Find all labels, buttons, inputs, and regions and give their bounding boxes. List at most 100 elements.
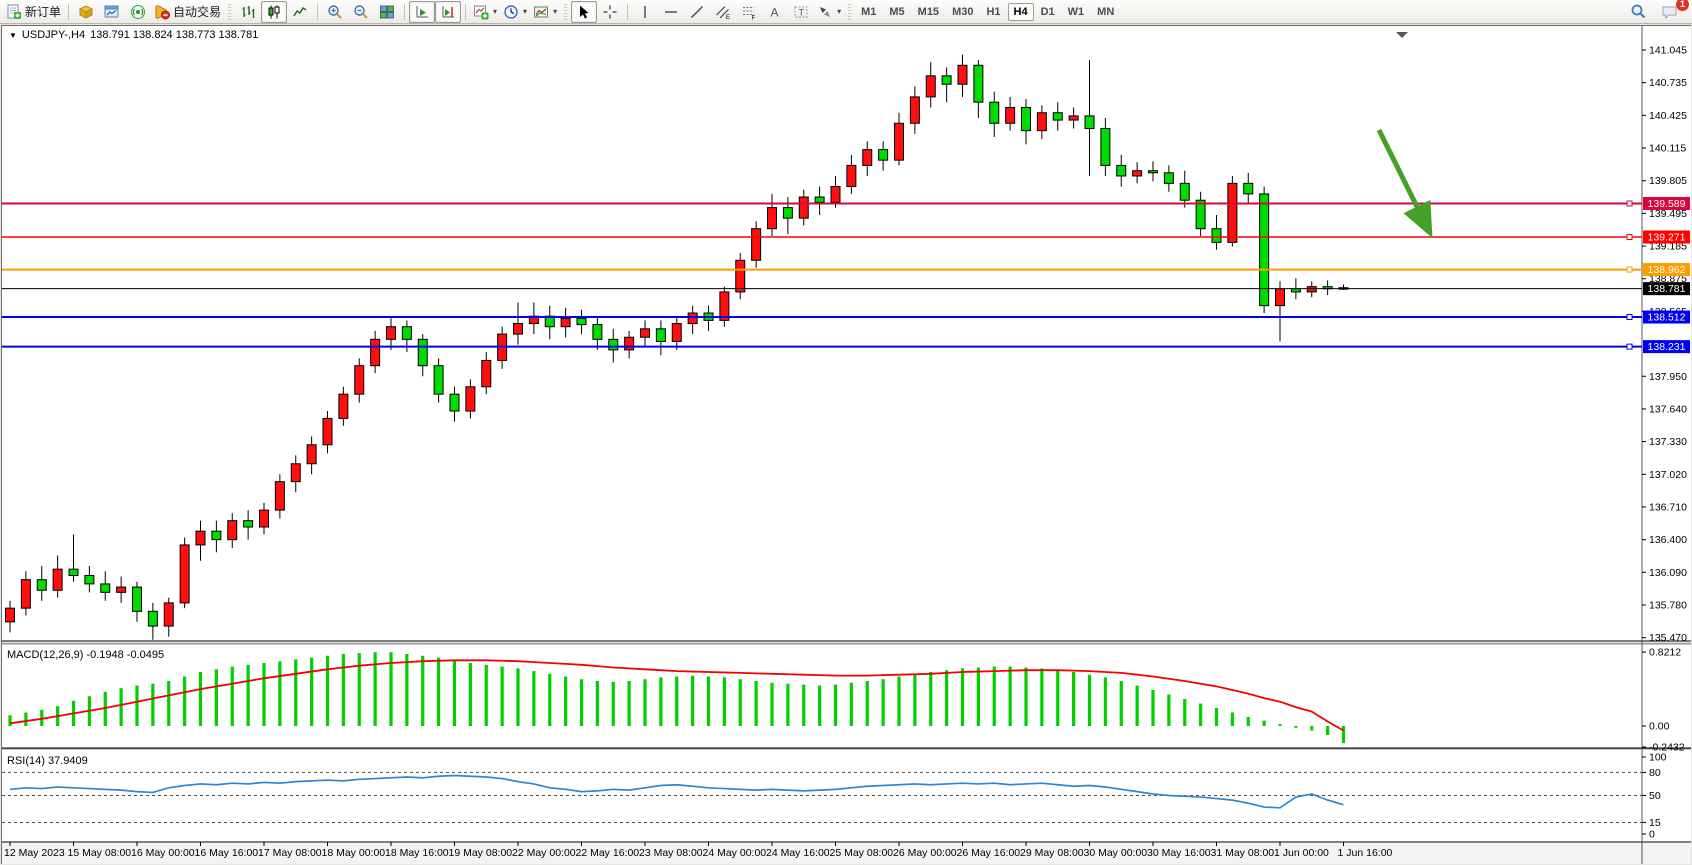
bar-chart-icon: [242, 5, 255, 18]
candle-body: [1132, 170, 1143, 177]
auto-scroll-button[interactable]: [409, 0, 436, 23]
arrows-button[interactable]: ▾: [814, 1, 844, 23]
line-handle[interactable]: [1626, 343, 1633, 350]
signals-button[interactable]: [125, 1, 151, 23]
notification-badge: 1: [1676, 0, 1689, 11]
trendline-button[interactable]: [684, 1, 710, 23]
auto-trading-button[interactable]: 自动交易: [151, 1, 224, 23]
candle-body: [751, 228, 762, 261]
candle-body: [100, 583, 111, 593]
candle-body: [909, 96, 920, 124]
rsi-axis-label: 80: [1649, 767, 1661, 779]
new-chart-button[interactable]: [99, 1, 125, 23]
new-order-button[interactable]: 新订单: [3, 1, 64, 23]
chart-background: [2, 26, 1691, 864]
candle-body: [894, 122, 904, 161]
periods-button[interactable]: ▾: [500, 1, 530, 23]
timeframe-button-M1[interactable]: M1: [861, 5, 877, 18]
tile-windows-icon: [380, 5, 395, 18]
equidistant-channel-button[interactable]: E: [710, 1, 736, 23]
text-label-icon: T: [794, 6, 808, 17]
new-order-icon: [7, 4, 21, 19]
candle-body: [52, 568, 63, 591]
fibonacci-button[interactable]: F: [736, 1, 762, 23]
bar-chart-button[interactable]: [235, 1, 261, 23]
price-tag: [1643, 340, 1690, 354]
zoom-out-button[interactable]: [348, 1, 374, 23]
candle-body: [560, 317, 571, 328]
indicators-button[interactable]: ▾: [470, 1, 500, 23]
fibonacci-icon: F: [743, 6, 756, 20]
timeframe-button-H4[interactable]: H4: [1007, 2, 1034, 21]
timeframe-button-MN[interactable]: MN: [1097, 5, 1115, 18]
candle-body: [274, 481, 285, 511]
time-axis-label: 1 Jun 16:00: [1338, 847, 1393, 859]
timeframe-button-M15[interactable]: M15: [917, 5, 940, 18]
candle-body: [624, 336, 635, 351]
timeframe-button-M5[interactable]: M5: [889, 5, 905, 18]
profiles-button[interactable]: [73, 1, 99, 23]
line-handle[interactable]: [1626, 266, 1633, 273]
toolbar-grip: [228, 3, 232, 20]
candle-body: [147, 610, 158, 627]
price-axis-label: 141.045: [1649, 45, 1687, 57]
horizontal-line-button[interactable]: [658, 1, 684, 23]
vertical-line-button[interactable]: [632, 1, 658, 23]
cursor-button[interactable]: [571, 0, 598, 23]
time-axis-label: 26 May 16:00: [957, 847, 1021, 859]
candle-body: [1148, 170, 1158, 174]
time-axis-label: 18 May 16:00: [385, 847, 449, 859]
candle-body: [513, 323, 523, 335]
rsi-line: [9, 774, 1344, 809]
cursor-icon: [580, 5, 589, 18]
timeframe-button-H1[interactable]: H1: [986, 5, 1001, 18]
chart-shift-button[interactable]: [435, 0, 462, 23]
crosshair-button[interactable]: [597, 1, 623, 23]
chart-shift-marker[interactable]: [1396, 32, 1408, 38]
notifications-button[interactable]: 1: [1657, 0, 1689, 23]
candle-body: [322, 417, 333, 446]
time-axis-label: 1 Jun 00:00: [1274, 847, 1329, 859]
candle-body: [163, 602, 174, 627]
candle-body: [84, 574, 95, 585]
macd-axis-label: 0.00: [1649, 721, 1670, 733]
horizontal-line-icon: [665, 10, 678, 13]
candle-body: [798, 196, 809, 219]
zoom-in-button[interactable]: [322, 1, 348, 23]
collapse-triangle-icon[interactable]: ▼: [9, 30, 17, 40]
line-chart-button[interactable]: [287, 1, 313, 23]
annotation-arrow[interactable]: [1376, 128, 1433, 238]
symbol-period-label: USDJPY-,H4: [21, 29, 86, 41]
line-handle[interactable]: [1626, 200, 1633, 207]
candle-body: [290, 463, 301, 483]
toolbar-grip: [848, 3, 852, 20]
time-axis-label: 24 May 16:00: [766, 847, 830, 859]
tile-windows-button[interactable]: [374, 1, 400, 23]
timeframe-button-D1[interactable]: D1: [1040, 5, 1055, 18]
candlestick-button[interactable]: [261, 0, 288, 23]
candle-body: [957, 64, 968, 85]
rsi-axis-label: 15: [1649, 817, 1661, 829]
dropdown-caret: ▾: [493, 7, 498, 16]
vertical-line-icon: [644, 5, 646, 18]
timeframe-button-M30[interactable]: M30: [952, 5, 974, 18]
line-handle[interactable]: [1626, 314, 1633, 321]
auto-scroll-icon: [416, 5, 429, 17]
templates-button[interactable]: ▾: [530, 1, 560, 23]
candle-body: [433, 365, 444, 395]
candle-body: [116, 586, 127, 593]
candle-body: [338, 393, 349, 419]
new-order-label: 新订单: [25, 5, 62, 19]
text-label-button[interactable]: T: [788, 1, 814, 23]
search-button[interactable]: [1625, 1, 1651, 23]
text-button[interactable]: A: [762, 1, 788, 23]
candle-body: [782, 207, 793, 219]
profiles-icon: [78, 4, 94, 19]
line-handle[interactable]: [1626, 234, 1633, 241]
macd-label: MACD(12,26,9) -0.1948 -0.0495: [7, 649, 164, 661]
timeframe-button-W1[interactable]: W1: [1067, 5, 1085, 18]
candle-body: [195, 530, 206, 546]
rsi-axis-label: 0: [1649, 829, 1655, 841]
toolbar-separator: [68, 3, 70, 20]
chart-canvas[interactable]: 141.045 140.735 140.425 140.115 139.805 139.4…: [2, 26, 1691, 864]
